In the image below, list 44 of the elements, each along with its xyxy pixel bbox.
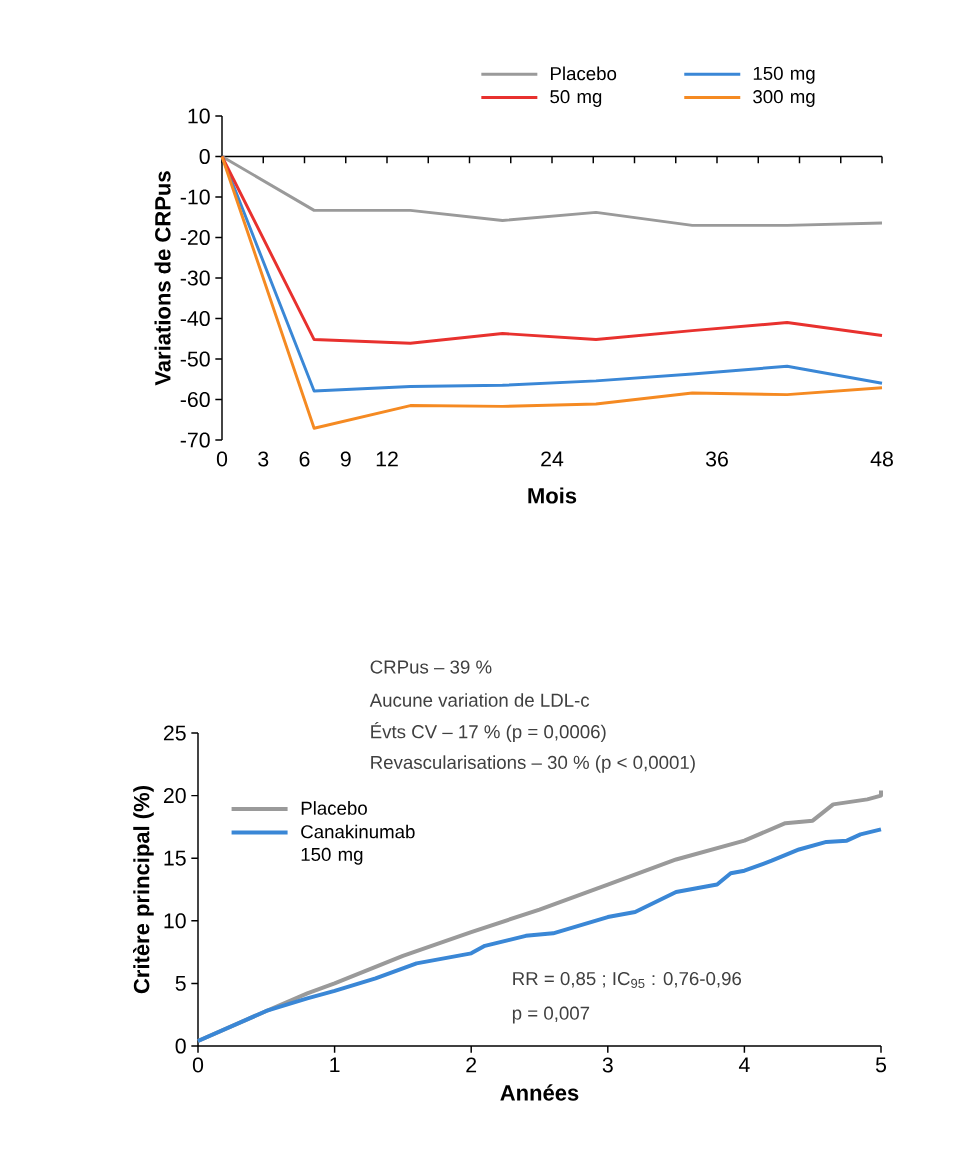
y-axis-title: Variations de CRPus (154, 171, 171, 386)
annotation: RR = 0,85 ; IC$_{95}$ : 0,76-0,96 (513, 971, 742, 989)
y-tick-label: -20 (180, 229, 210, 246)
legend-label: 150 mg (753, 66, 815, 84)
annotation: Évts CV – 17 % (p = 0,0006) (371, 721, 606, 743)
y-tick-label: -60 (180, 391, 210, 408)
legend-label: Placebo (301, 801, 367, 815)
x-tick-label: 5 (875, 1057, 887, 1073)
y-tick-label: 10 (188, 108, 210, 124)
x-axis-title: Années (500, 1084, 579, 1101)
x-tick-label: 3 (602, 1057, 613, 1073)
x-tick-label: 48 (870, 451, 893, 467)
y-tick-label: 5 (175, 975, 186, 991)
y-tick-label: -50 (180, 351, 210, 367)
x-axis-title: Mois (528, 487, 577, 504)
y-tick-label: 25 (163, 725, 186, 741)
text: Aucune variation de LDL-c (369, 693, 590, 707)
x-tick-label: 9 (340, 451, 351, 467)
x-tick-label: 1 (330, 1057, 340, 1073)
x-tick-label: 4 (738, 1057, 750, 1073)
x-tick-label: 12 (376, 451, 398, 467)
y-tick-label: -10 (180, 189, 210, 205)
y-tick-label: 0 (199, 148, 210, 165)
legend-label: 300 mg (753, 90, 815, 107)
legend-label: Canakinumab 150 mg (301, 824, 415, 865)
y-tick-label: -70 (180, 432, 210, 448)
y-tick-label: 0 (175, 1038, 186, 1054)
y-tick-label: -40 (180, 310, 210, 327)
y-tick-label: 10 (164, 913, 186, 929)
annotation: Revascularisations – 30 % (p < 0,0001) (371, 755, 695, 773)
text: CRPus – 39 % (370, 660, 492, 674)
y-tick-label: -30 (180, 270, 210, 286)
y-tick-label: 20 (163, 788, 186, 804)
legend-label: Placebo (551, 66, 617, 81)
x-tick-label: 0 (216, 451, 228, 467)
x-tick-label: 6 (299, 451, 310, 467)
y-tick-label: 15 (164, 850, 186, 866)
x-tick-label: 24 (541, 451, 564, 467)
x-tick-label: 3 (258, 451, 269, 467)
annotation: p = 0,007 (512, 1006, 590, 1024)
x-tick-label: 36 (705, 451, 728, 467)
legend-label: 50 mg (550, 90, 602, 107)
y-axis-title: Critère principal (%) (133, 786, 154, 994)
x-tick-label: 2 (466, 1057, 477, 1073)
